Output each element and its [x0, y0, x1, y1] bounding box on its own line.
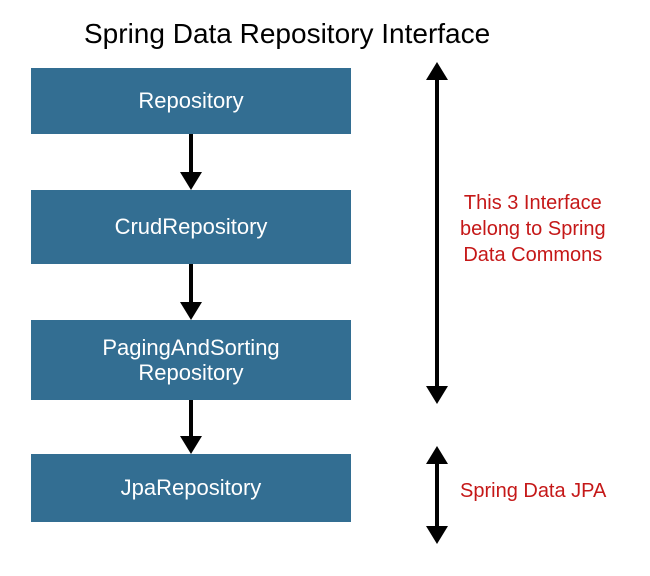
box-label: JpaRepository: [121, 475, 262, 500]
box-label: CrudRepository: [115, 214, 268, 239]
arrow-down-icon: [176, 134, 206, 190]
group-label-commons: This 3 Interface belong to Spring Data C…: [460, 190, 606, 268]
double-arrow-icon: [422, 62, 452, 404]
box-label: PagingAndSorting Repository: [102, 335, 279, 386]
arrow-down-icon: [176, 400, 206, 454]
diagram-title: Spring Data Repository Interface: [84, 18, 490, 50]
arrow-down-icon: [176, 264, 206, 320]
box-paging-sorting-repository: PagingAndSorting Repository: [31, 320, 351, 400]
box-repository: Repository: [31, 68, 351, 134]
box-label: Repository: [138, 88, 243, 113]
double-arrow-icon: [422, 446, 452, 544]
box-crud-repository: CrudRepository: [31, 190, 351, 264]
group-label-jpa: Spring Data JPA: [460, 478, 606, 504]
box-jpa-repository: JpaRepository: [31, 454, 351, 522]
